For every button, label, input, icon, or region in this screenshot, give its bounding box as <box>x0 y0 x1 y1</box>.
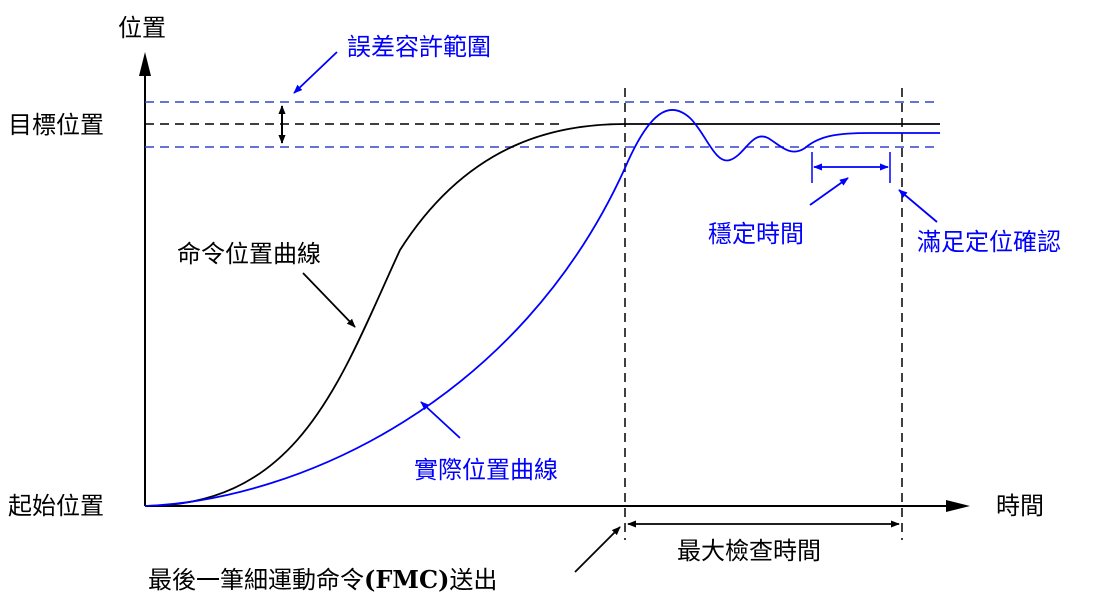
command-curve-pointer <box>302 272 356 328</box>
settling-time-label: 穩定時間 <box>708 220 804 248</box>
target-position-label: 目標位置 <box>8 111 104 139</box>
y-axis-label: 位置 <box>118 14 166 42</box>
actual-curve-label: 實際位置曲線 <box>414 456 558 484</box>
error-tolerance-pointer <box>293 51 338 94</box>
fmc-sent-suffix: 送出 <box>449 566 497 594</box>
x-axis-label: 時間 <box>996 492 1044 520</box>
positioning-confirmed-label: 滿足定位確認 <box>917 228 1061 256</box>
fmc-sent-prefix: 最後一筆細運動命令 <box>148 566 364 594</box>
x-axis-arrowhead <box>946 500 970 512</box>
y-axis-arrowhead <box>139 52 151 76</box>
fmc-sent-abbr: (FMC) <box>364 565 449 594</box>
fmc-sent-pointer <box>574 526 621 573</box>
fmc-sent-label: 最後一筆細運動命令(FMC)送出 <box>148 565 497 594</box>
settling-time-pointer <box>809 177 849 206</box>
max-check-time-label: 最大檢查時間 <box>677 537 821 565</box>
actual-position-curve <box>144 109 940 507</box>
actual-curve-pointer <box>420 401 461 439</box>
command-position-curve <box>144 123 940 507</box>
positioning-confirmed-pointer <box>898 189 938 223</box>
command-curve-label: 命令位置曲線 <box>177 240 321 268</box>
start-position-label: 起始位置 <box>8 492 104 520</box>
error-tolerance-label: 誤差容許範圍 <box>347 33 491 61</box>
